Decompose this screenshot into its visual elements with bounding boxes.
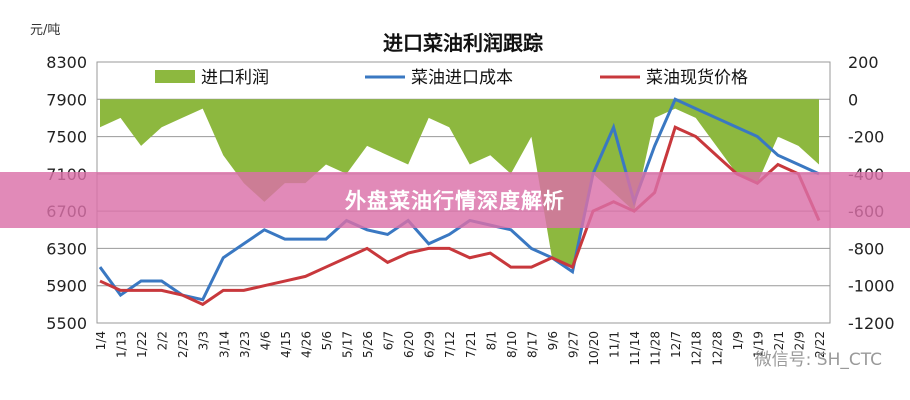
- x-tick-label: 8/17: [525, 331, 539, 358]
- y2-tick-label: -1000: [848, 277, 895, 296]
- watermark: 微信号: SH_CTC: [754, 350, 882, 370]
- legend-swatch: [155, 70, 195, 83]
- legend-label: 菜油现货价格: [646, 68, 748, 88]
- x-tick-label: 2/22: [813, 331, 827, 358]
- y2-tick-label: 0: [848, 90, 858, 109]
- x-tick-label: 12/18: [690, 331, 704, 366]
- y2-tick-label: -1200: [848, 314, 895, 333]
- x-tick-label: 3/3: [197, 331, 211, 350]
- x-tick-label: 1/9: [731, 331, 745, 350]
- x-tick-label: 12/28: [710, 331, 724, 366]
- x-tick-label: 1/22: [135, 331, 149, 358]
- x-tick-label: 1/4: [94, 331, 108, 350]
- chart-title: 进口菜油利润跟踪: [383, 31, 543, 55]
- x-tick-label: 6/29: [423, 331, 437, 358]
- y2-tick-label: 200: [848, 53, 879, 72]
- x-tick-label: 11/14: [628, 331, 642, 366]
- y2-tick-label: -200: [848, 128, 884, 147]
- y-tick-label: 5900: [46, 277, 87, 296]
- x-tick-label: 6/7: [382, 331, 396, 350]
- x-tick-label: 11/28: [649, 331, 663, 366]
- x-tick-label: 4/15: [279, 331, 293, 358]
- x-tick-label: 5/17: [341, 331, 355, 358]
- y-axis-unit: 元/吨: [30, 23, 60, 38]
- x-tick-label: 8/1: [484, 331, 498, 350]
- y2-tick-label: -800: [848, 239, 884, 258]
- x-tick-label: 3/14: [217, 331, 231, 358]
- x-tick-label: 2/2: [156, 331, 170, 350]
- legend-label: 进口利润: [201, 68, 269, 88]
- x-tick-label: 11/1: [608, 331, 622, 358]
- x-tick-label: 9/27: [566, 331, 580, 358]
- series-line-2: [99, 125, 821, 307]
- y-tick-label: 7500: [46, 128, 87, 147]
- x-tick-label: 5/6: [320, 331, 334, 350]
- x-tick-label: 1/19: [751, 331, 765, 358]
- y-tick-label: 7900: [46, 90, 87, 109]
- x-tick-label: 1/13: [115, 331, 129, 358]
- x-tick-label: 6/20: [402, 331, 416, 358]
- legend-label: 菜油进口成本: [411, 68, 513, 88]
- x-tick-label: 3/23: [238, 331, 252, 358]
- y-tick-label: 8300: [46, 53, 87, 72]
- series-area-profit: [100, 99, 819, 268]
- x-tick-label: 9/6: [546, 331, 560, 350]
- x-tick-label: 8/10: [505, 331, 519, 358]
- y-tick-label: 5500: [46, 314, 87, 333]
- x-tick-label: 5/26: [361, 331, 375, 358]
- title-banner: 外盘菜油行情深度解析: [0, 172, 910, 228]
- banner-text: 外盘菜油行情深度解析: [345, 189, 565, 213]
- x-tick-label: 2/9: [792, 331, 806, 350]
- x-tick-label: 4/6: [258, 331, 272, 350]
- y-tick-label: 6300: [46, 239, 87, 258]
- x-tick-label: 10/20: [587, 331, 601, 366]
- x-tick-label: 7/21: [464, 331, 478, 358]
- x-tick-label: 2/23: [176, 331, 190, 358]
- x-tick-label: 12/7: [669, 331, 683, 358]
- x-tick-label: 7/12: [443, 331, 457, 358]
- x-tick-label: 2/1: [772, 331, 786, 350]
- x-tick-label: 4/26: [299, 331, 313, 358]
